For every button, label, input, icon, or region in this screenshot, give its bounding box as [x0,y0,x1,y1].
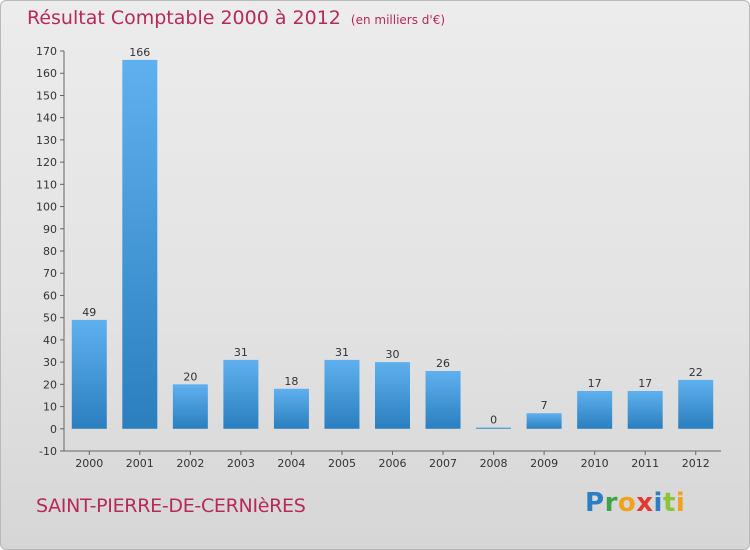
data-label: 166 [129,46,150,59]
bar [425,371,461,429]
y-tick-label: 100 [36,201,57,214]
x-tick-label: 2005 [328,457,356,470]
x-tick-label: 2010 [581,457,609,470]
logo-letter: i [675,488,686,518]
bar [627,391,663,429]
x-tick-label: 2000 [75,457,103,470]
bar [172,384,208,429]
data-label: 26 [436,357,450,370]
proxiti-logo: Proxiti [585,488,685,518]
logo-letter: i [653,488,663,518]
x-tick-label: 2006 [379,457,407,470]
data-label: 30 [386,348,400,361]
data-label: 7 [541,399,548,412]
y-tick-label: 120 [36,156,57,169]
x-tick-label: 2009 [530,457,558,470]
bar [122,59,158,429]
bar [273,388,309,429]
x-tick-label: 2008 [480,457,508,470]
data-label: 17 [588,377,602,390]
bars: 49 166 20 31 18 31 30 26 0 7 17 17 22 [71,46,714,429]
y-tick-label: 30 [43,356,57,369]
y-tick-label: 10 [43,401,57,414]
bar [476,427,512,429]
y-tick-label: 20 [43,378,57,391]
data-label: 17 [638,377,652,390]
y-tick-label: 50 [43,312,57,325]
chart-title: Résultat Comptable 2000 à 2012 (en millie… [27,7,445,29]
bar [375,362,410,429]
x-tick-label: 2012 [682,457,710,470]
y-tick-label: 160 [36,67,57,80]
logo-letter: o [617,488,637,518]
data-label: 49 [82,306,96,319]
y-tick-label: -10 [39,445,57,458]
chart-subtitle: (en milliers d'€) [350,13,446,27]
data-label: 18 [284,375,298,388]
y-tick-label: 40 [43,334,57,347]
y-tick-label: 150 [36,89,57,102]
y-tick-label: 0 [50,423,57,436]
x-tick-label: 2002 [176,457,204,470]
x-tick-label: 2011 [631,457,659,470]
chart-title-text: Résultat Comptable 2000 à 2012 [27,7,341,29]
y-tick-label: 110 [36,178,57,191]
bar [223,359,259,429]
bar [71,319,107,429]
axes: -100102030405060708090100110120130140150… [36,45,721,470]
bar [678,379,714,429]
x-tick-label: 2003 [227,457,255,470]
y-tick-label: 80 [43,245,57,258]
logo-letter: P [585,488,605,518]
data-label: 31 [335,346,349,359]
x-tick-label: 2001 [126,457,154,470]
y-tick-label: 60 [43,289,57,302]
x-tick-label: 2004 [277,457,305,470]
logo-letter: t [662,488,676,518]
data-label: 20 [183,370,197,383]
logo-letter: x [636,488,654,518]
y-tick-label: 70 [43,267,57,280]
data-label: 31 [234,346,248,359]
logo-letter: r [604,488,618,518]
bar [526,413,562,429]
data-label: 0 [490,414,497,427]
x-tick-label: 2007 [429,457,457,470]
bar [577,391,613,429]
y-tick-label: 140 [36,112,57,125]
location-name: SAINT-PIERRE-DE-CERNIèRES [36,495,306,517]
y-tick-label: 130 [36,134,57,147]
bar [324,359,360,429]
data-label: 22 [689,366,703,379]
y-tick-label: 90 [43,223,57,236]
y-tick-label: 170 [36,45,57,58]
